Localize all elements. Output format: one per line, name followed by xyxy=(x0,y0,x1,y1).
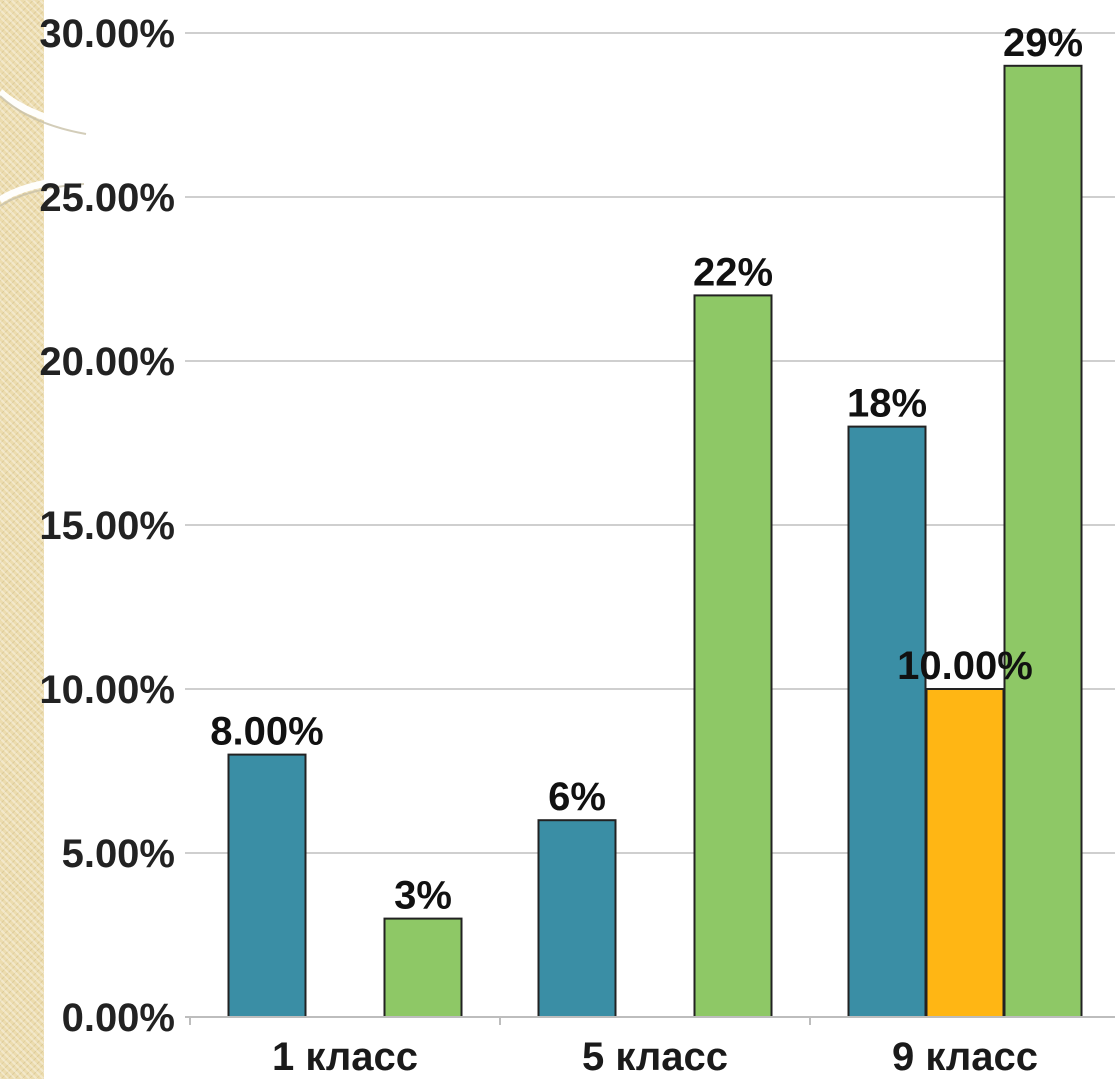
bar xyxy=(925,688,1005,1018)
data-label: 10.00% xyxy=(897,644,1033,688)
bar xyxy=(227,753,307,1018)
data-label: 8.00% xyxy=(210,710,323,754)
bar xyxy=(383,917,463,1018)
y-tick-label: 0.00% xyxy=(62,996,175,1040)
x-axis xyxy=(185,1016,1115,1025)
bar xyxy=(847,425,927,1019)
y-tick-label: 30.00% xyxy=(39,12,175,56)
y-tick-label: 15.00% xyxy=(39,504,175,548)
data-label: 3% xyxy=(394,874,452,918)
data-labels: 8.00% 6% 18% 10.00% 3% 22% 29% xyxy=(210,21,1083,918)
x-category-label: 1 класс xyxy=(272,1035,418,1079)
y-tick-label: 20.00% xyxy=(39,340,175,384)
decorative-swoosh xyxy=(0,89,89,207)
y-tick-label: 5.00% xyxy=(62,832,175,876)
bar xyxy=(1003,64,1083,1019)
decorative-side-strip xyxy=(0,0,44,1079)
y-tick-label: 10.00% xyxy=(39,668,175,712)
y-tick-label: 25.00% xyxy=(39,176,175,220)
data-label: 22% xyxy=(693,250,773,294)
x-category-label: 5 класс xyxy=(582,1035,728,1079)
data-label: 18% xyxy=(847,382,927,426)
y-axis-tick-labels: 0.00% 5.00% 10.00% 15.00% 20.00% 25.00% 30.00% xyxy=(39,12,175,1040)
x-axis-category-labels: 1 класс 5 класс 9 класс xyxy=(272,1035,1038,1079)
data-label: 29% xyxy=(1003,21,1083,65)
data-label: 6% xyxy=(548,775,606,819)
bar xyxy=(537,819,617,1019)
x-category-label: 9 класс xyxy=(892,1035,1038,1079)
bars xyxy=(227,64,1083,1019)
bar xyxy=(693,294,773,1018)
